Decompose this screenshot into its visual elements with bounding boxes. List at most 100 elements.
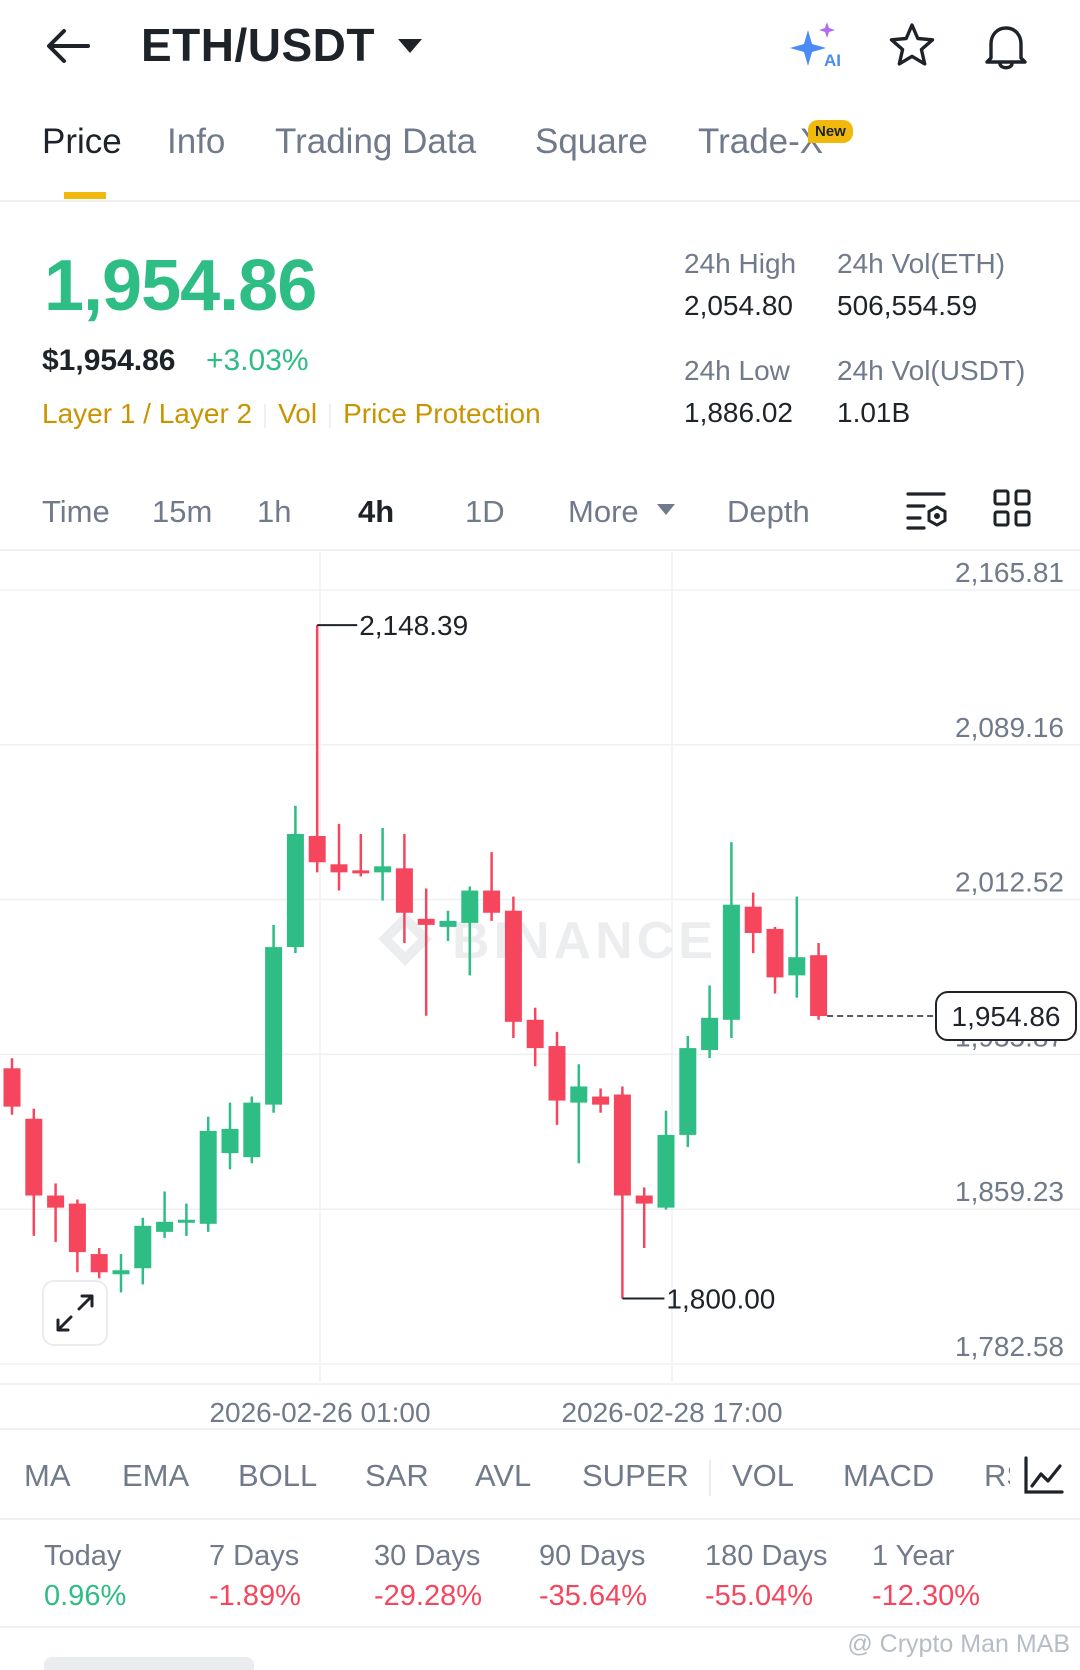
tab-trade-x[interactable]: Trade-X xyxy=(698,122,824,161)
tag-row: Layer 1 / Layer 2 Vol Price Protection xyxy=(42,398,541,430)
tag-price-protection[interactable]: Price Protection xyxy=(343,398,541,429)
candle-body xyxy=(613,1094,631,1196)
interval-depth[interactable]: Depth xyxy=(727,494,810,529)
bell-notification-icon[interactable] xyxy=(980,20,1032,72)
tab-info[interactable]: Info xyxy=(167,122,226,161)
candlestick-chart[interactable]: 2,165.812,089.162,012.521,935.871,859.23… xyxy=(0,552,1080,1432)
interval-1d[interactable]: 1D xyxy=(465,494,505,529)
tag-vol[interactable]: Vol xyxy=(278,398,318,429)
ai-sparkle-icon[interactable]: AI xyxy=(790,20,842,72)
main-tabs: Price Info Trading Data Square Trade-X xyxy=(0,122,1080,182)
candle-body xyxy=(766,928,784,978)
candle-body xyxy=(47,1195,65,1208)
x-axis-tick-label: 2026-02-26 01:00 xyxy=(209,1397,430,1428)
vol-usdt-label: 24h Vol(USDT) xyxy=(837,355,1026,386)
tag-layer[interactable]: Layer 1 / Layer 2 xyxy=(42,398,253,429)
high-marker-label: 2,148.39 xyxy=(359,610,468,641)
candle-body xyxy=(286,833,304,948)
candle-body xyxy=(483,890,501,913)
candle-body xyxy=(570,1086,588,1103)
indicator-divider xyxy=(709,1460,711,1496)
candle-body xyxy=(265,947,283,1105)
fullscreen-button[interactable] xyxy=(42,1280,108,1346)
perf-90d-label: 90 Days xyxy=(539,1540,646,1572)
creator-watermark: @ Crypto Man MAB xyxy=(847,1630,1070,1658)
candle-body xyxy=(177,1219,195,1223)
candle-body xyxy=(548,1046,566,1101)
binance-watermark-text: BINANCE xyxy=(452,912,717,970)
tab-price[interactable]: Price xyxy=(42,122,122,161)
y-axis-tick-label: 2,012.52 xyxy=(955,867,1064,898)
indicators-bottom-divider xyxy=(0,1518,1080,1520)
new-badge: New xyxy=(808,120,853,143)
tab-trading-data[interactable]: Trading Data xyxy=(275,122,477,161)
candle-body xyxy=(788,957,806,976)
candle-body xyxy=(722,904,740,1020)
perf-30d-label: 30 Days xyxy=(374,1540,481,1572)
low-24h-label: 24h Low xyxy=(684,355,790,386)
binance-logo-icon xyxy=(378,912,432,966)
indicator-vol[interactable]: VOL xyxy=(732,1458,795,1493)
chart-settings-icon[interactable] xyxy=(906,490,950,532)
last-price-label: 1,954.86 xyxy=(952,1001,1061,1032)
usd-price: $1,954.86 xyxy=(42,344,176,377)
indicator-ema[interactable]: EMA xyxy=(122,1458,190,1493)
back-arrow-icon[interactable] xyxy=(44,26,92,66)
star-favorite-icon[interactable] xyxy=(886,20,938,72)
high-24h-value: 2,054.80 xyxy=(684,290,793,321)
candle-body xyxy=(68,1203,86,1253)
tabs-divider xyxy=(0,200,1080,202)
candle-body xyxy=(592,1096,610,1105)
candle-body xyxy=(635,1195,653,1204)
indicator-settings-icon xyxy=(1024,1456,1064,1494)
indicator-boll[interactable]: BOLL xyxy=(238,1458,318,1493)
indicator-ma[interactable]: MA xyxy=(24,1458,71,1493)
candle-body xyxy=(112,1270,130,1275)
candle-body xyxy=(504,910,522,1022)
ai-label: AI xyxy=(824,51,841,70)
trading-pair-title[interactable]: ETH/USDT xyxy=(141,19,375,71)
y-axis-tick-label: 2,089.16 xyxy=(955,712,1064,743)
interval-4h[interactable]: 4h xyxy=(358,494,395,529)
indicator-sar[interactable]: SAR xyxy=(365,1458,429,1493)
candle-body xyxy=(701,1017,719,1051)
bottom-panel-handle xyxy=(44,1657,254,1670)
perf-90d-value: -35.64% xyxy=(539,1580,648,1612)
pair-dropdown-caret-icon[interactable] xyxy=(398,39,422,53)
low-24h-value: 1,886.02 xyxy=(684,397,793,428)
perf-today-label: Today xyxy=(44,1540,122,1572)
candle-body xyxy=(439,920,457,927)
interval-time[interactable]: Time xyxy=(42,494,110,529)
candle-body xyxy=(134,1225,152,1269)
candle-body xyxy=(90,1254,108,1273)
tab-square[interactable]: Square xyxy=(535,122,648,161)
perf-30d-value: -29.28% xyxy=(374,1580,483,1612)
candle-body xyxy=(308,836,326,863)
perf-1y-value: -12.30% xyxy=(872,1580,981,1612)
candle-body xyxy=(25,1118,43,1196)
candle-body xyxy=(526,1019,544,1049)
perf-180d-value: -55.04% xyxy=(705,1580,814,1612)
interval-more[interactable]: More xyxy=(568,494,639,529)
perf-today-value: 0.96% xyxy=(44,1580,127,1612)
layout-grid-icon[interactable] xyxy=(992,488,1032,528)
perf-180d-label: 180 Days xyxy=(705,1540,828,1572)
indicator-super[interactable]: SUPER xyxy=(582,1458,689,1493)
interval-15m[interactable]: 15m xyxy=(152,494,213,529)
chart-top-divider xyxy=(0,549,1080,551)
x-axis-tick-label: 2026-02-28 17:00 xyxy=(561,1397,782,1428)
indicator-settings-button[interactable] xyxy=(1010,1448,1080,1504)
candle-body xyxy=(243,1102,261,1158)
y-axis-tick-label: 1,859.23 xyxy=(955,1176,1064,1207)
binance-watermark: BINANCE xyxy=(378,912,717,970)
candle-body xyxy=(810,955,828,1017)
indicator-avl[interactable]: AVL xyxy=(475,1458,532,1493)
indicator-macd[interactable]: MACD xyxy=(843,1458,935,1493)
y-axis-tick-label: 1,782.58 xyxy=(955,1331,1064,1362)
candle-body xyxy=(679,1048,697,1135)
candle-body xyxy=(199,1130,217,1224)
more-caret-icon[interactable] xyxy=(657,504,675,515)
interval-1h[interactable]: 1h xyxy=(257,494,292,529)
candle-body xyxy=(461,890,479,923)
price-change-percent: +3.03% xyxy=(206,344,309,377)
